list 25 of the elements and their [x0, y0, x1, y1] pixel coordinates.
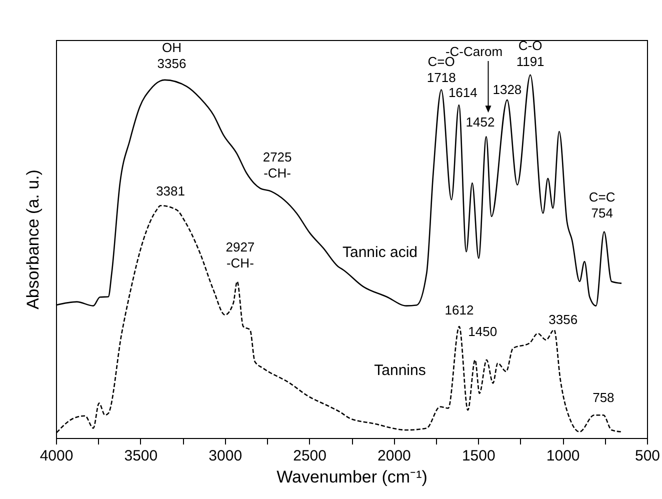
x-tick-label: 2000 — [378, 448, 411, 464]
annotation: 3356 — [548, 312, 578, 327]
annotation: OH 3356 — [157, 40, 186, 71]
y-axis-title: Absorbance (a. u.) — [24, 170, 42, 310]
x-tick-label: 1500 — [462, 448, 496, 464]
annotation: 2725 -CH- — [262, 149, 292, 180]
x-tick-label: 3000 — [208, 448, 242, 464]
annotation: 1328 — [492, 82, 522, 97]
x-tick-label: 500 — [634, 448, 660, 464]
annotation: 1452 — [466, 114, 495, 130]
annotation: 1612 — [444, 302, 474, 318]
x-tick-label: 4000 — [40, 448, 74, 464]
series-label: Tannins — [374, 362, 426, 379]
annotation: C-O 1191 — [516, 38, 544, 69]
x-tick-label: 1000 — [546, 448, 580, 464]
annotation: 1450 — [468, 324, 498, 339]
series-label: Tannic acid — [342, 244, 418, 261]
annotation: 758 — [592, 390, 614, 406]
annotation: 3381 — [156, 184, 185, 199]
annotation: 1614 — [448, 85, 478, 100]
annotation: C=C 754 — [588, 190, 616, 221]
annotation: 2927 -CH- — [226, 239, 255, 270]
x-tick-label: 3500 — [124, 448, 158, 464]
x-tick-label: 2500 — [293, 448, 326, 464]
x-axis-title: Wavenumber (cm⁻¹) — [276, 468, 428, 486]
